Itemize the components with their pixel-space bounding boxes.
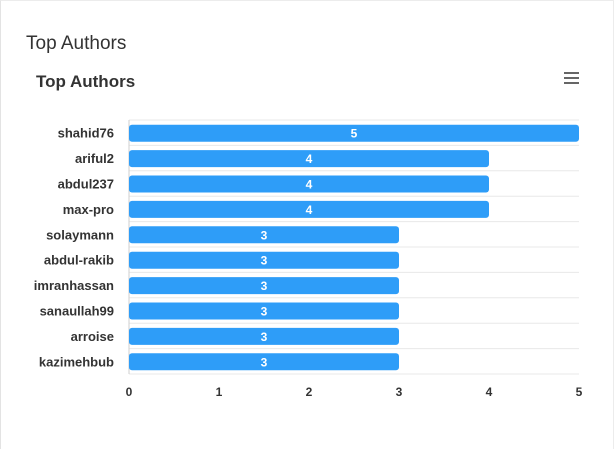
- bar-data-label: 3: [261, 305, 268, 319]
- bar-data-label: 3: [261, 254, 268, 268]
- bar-data-label: 3: [261, 355, 268, 369]
- bar[interactable]: [129, 175, 489, 193]
- x-axis-labels: 0 1 2 3 4 5: [126, 385, 583, 399]
- category-label: max-pro: [63, 202, 114, 217]
- category-label: arroise: [71, 329, 114, 344]
- hamburger-menu-icon: [564, 72, 579, 84]
- bar-data-label: 3: [261, 228, 268, 242]
- bar[interactable]: [129, 226, 399, 244]
- x-tick-label: 5: [576, 385, 583, 399]
- bar[interactable]: [129, 150, 489, 168]
- category-label: ariful2: [75, 151, 114, 166]
- bar-data-label: 5: [351, 127, 358, 141]
- y-axis-labels: shahid76 ariful2 abdul237 max-pro solaymann a…: [34, 126, 114, 370]
- bar[interactable]: [129, 200, 489, 218]
- category-label: imranhassan: [34, 278, 114, 293]
- bar[interactable]: [129, 251, 399, 269]
- bar-data-label: 3: [261, 279, 268, 293]
- bar-data-label: 4: [306, 203, 313, 217]
- bar[interactable]: [129, 327, 399, 345]
- bar-data-label: 3: [261, 330, 268, 344]
- x-tick-label: 3: [396, 385, 403, 399]
- category-label: kazimehbub: [39, 354, 114, 369]
- bar-data-label: 4: [306, 152, 313, 166]
- category-label: sanaullah99: [40, 304, 114, 319]
- bar[interactable]: [129, 277, 399, 295]
- bar[interactable]: [129, 302, 399, 320]
- chart-title: Top Authors: [36, 72, 135, 91]
- x-tick-label: 0: [126, 385, 133, 399]
- category-label: abdul-rakib: [44, 253, 114, 268]
- category-label: abdul237: [58, 177, 114, 192]
- x-tick-label: 1: [216, 385, 223, 399]
- bar-data-label: 4: [306, 178, 313, 192]
- x-tick-label: 2: [306, 385, 313, 399]
- card-title: Top Authors: [26, 33, 127, 54]
- chart-bars: 5 4 4 4 3 3 3 3 3 3: [129, 124, 579, 371]
- category-label: solaymann: [46, 227, 114, 242]
- bar[interactable]: [129, 124, 579, 142]
- bar[interactable]: [129, 353, 399, 371]
- chart-menu-button[interactable]: [562, 70, 582, 86]
- x-tick-label: 4: [486, 385, 493, 399]
- category-label: shahid76: [58, 126, 114, 141]
